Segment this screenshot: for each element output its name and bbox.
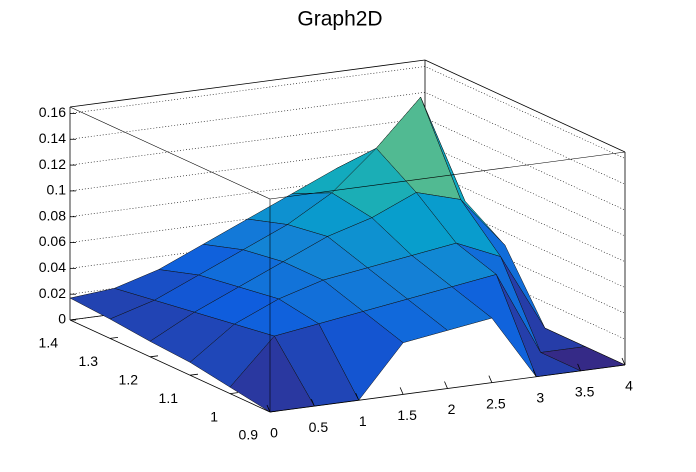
x-tick-label: 2.5 bbox=[486, 395, 506, 411]
box-edge bbox=[269, 151, 626, 200]
tick-mark bbox=[532, 369, 537, 377]
tick-mark bbox=[149, 355, 159, 358]
tick-mark bbox=[229, 392, 239, 394]
tick-mark bbox=[444, 381, 448, 389]
z-tick-label: 0.14 bbox=[39, 130, 66, 146]
grid-line bbox=[69, 221, 626, 314]
x-tick-label: 0 bbox=[270, 425, 278, 441]
grid-line bbox=[69, 143, 626, 237]
tick-mark bbox=[399, 387, 404, 395]
y-tick-label: 1.4 bbox=[39, 335, 59, 351]
tick-mark bbox=[621, 357, 626, 366]
y-tick-label: 1.2 bbox=[119, 372, 139, 388]
grid-line bbox=[69, 117, 626, 211]
grid-line bbox=[69, 66, 626, 159]
tick-mark bbox=[355, 393, 360, 401]
tick-mark bbox=[577, 363, 581, 372]
tick-mark bbox=[269, 410, 279, 413]
y-axis bbox=[69, 319, 271, 413]
tick-mark bbox=[266, 404, 271, 413]
tick-mark bbox=[109, 337, 119, 339]
box-edge bbox=[424, 59, 626, 153]
box-edge bbox=[69, 59, 426, 108]
x-tick-label: 3.5 bbox=[575, 384, 595, 400]
grid-line bbox=[69, 195, 626, 288]
x-tick-label: 2 bbox=[448, 401, 456, 417]
z-tick-label: 0.12 bbox=[39, 156, 66, 172]
grid-line bbox=[69, 169, 626, 262]
box-edge bbox=[69, 106, 271, 200]
y-tick-label: 0.9 bbox=[239, 427, 259, 443]
tick-mark bbox=[488, 375, 493, 383]
y-tick-label: 1.1 bbox=[159, 390, 179, 406]
z-tick-label: 0 bbox=[58, 311, 66, 327]
tick-mark bbox=[311, 398, 315, 407]
x-tick-label: 1 bbox=[359, 413, 367, 429]
tick-mark bbox=[69, 318, 79, 321]
z-tick-label: 0.08 bbox=[39, 207, 66, 223]
grid-line bbox=[69, 91, 626, 185]
chart-title: Graph2D bbox=[297, 8, 382, 31]
z-tick-label: 0.06 bbox=[39, 233, 66, 249]
z-tick-label: 0.1 bbox=[47, 182, 67, 198]
x-tick-label: 0.5 bbox=[309, 419, 329, 435]
x-tick-label: 1.5 bbox=[397, 407, 417, 423]
grid-line bbox=[69, 246, 626, 340]
x-tick-label: 3 bbox=[536, 389, 544, 405]
z-tick-label: 0.02 bbox=[39, 285, 66, 301]
y-tick-label: 1.3 bbox=[79, 353, 99, 369]
x-tick-label: 4 bbox=[625, 378, 633, 394]
y-tick-label: 1 bbox=[210, 408, 218, 424]
z-tick-label: 0.16 bbox=[39, 104, 66, 120]
z-tick-label: 0.04 bbox=[39, 259, 66, 275]
tick-mark bbox=[189, 373, 199, 376]
